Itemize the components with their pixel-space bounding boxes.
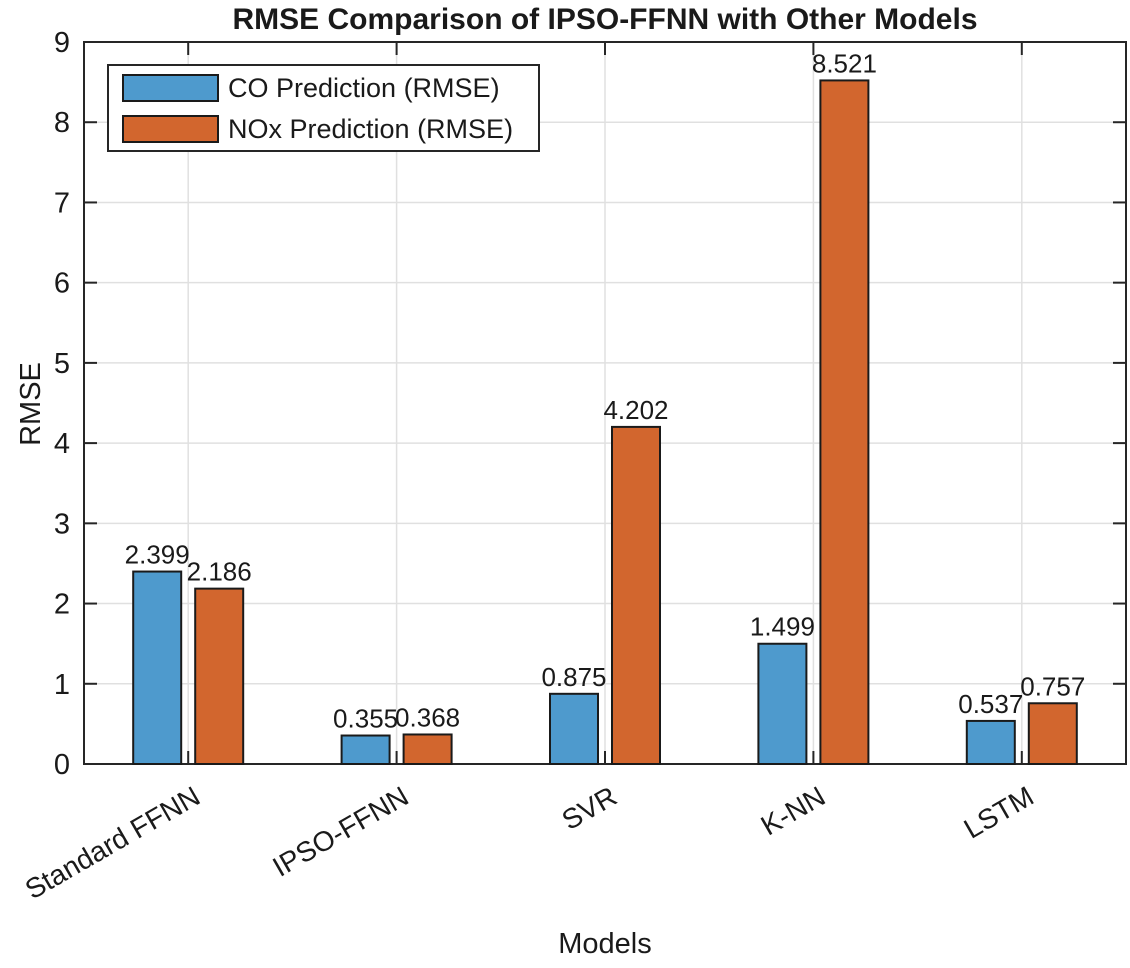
y-tick-label: 6 bbox=[54, 268, 70, 300]
x-tick-label: K-NN bbox=[756, 780, 831, 841]
y-tick-label: 4 bbox=[54, 428, 70, 460]
bar-co-ipso-ffnn bbox=[340, 734, 391, 766]
bar-co-lstm bbox=[965, 719, 1016, 765]
x-tick-label: Standard FFNN bbox=[20, 780, 205, 905]
bar-nox-k-nn bbox=[819, 79, 870, 765]
bar-value-label: 0.757 bbox=[1020, 671, 1085, 701]
legend-item-co: CO Prediction (RMSE) bbox=[122, 74, 538, 102]
axes-frame bbox=[83, 41, 1127, 765]
x-tick-label: LSTM bbox=[959, 780, 1039, 844]
y-tick-label: 8 bbox=[54, 107, 70, 139]
bar-value-label: 0.537 bbox=[958, 689, 1023, 719]
y-tick-label: 9 bbox=[54, 27, 70, 59]
legend-swatch-co bbox=[122, 74, 219, 102]
bar-co-k-nn bbox=[757, 642, 808, 765]
legend-swatch-nox bbox=[122, 115, 219, 143]
legend-item-nox: NOx Prediction (RMSE) bbox=[122, 115, 538, 143]
x-tick-label: SVR bbox=[557, 780, 622, 836]
legend-label-co: CO Prediction (RMSE) bbox=[228, 73, 500, 103]
y-tick-label: 0 bbox=[54, 749, 70, 781]
bar-value-label: 8.521 bbox=[812, 48, 877, 78]
bar-nox-svr bbox=[611, 425, 661, 765]
y-tick-label: 2 bbox=[54, 589, 70, 621]
x-axis-label: Models bbox=[558, 928, 652, 960]
y-tick-label: 1 bbox=[54, 669, 70, 701]
bar-nox-ipso-ffnn bbox=[402, 733, 453, 765]
bar-nox-standard-ffnn bbox=[194, 587, 245, 765]
bar-value-label: 0.368 bbox=[395, 702, 460, 732]
bar-value-label: 0.875 bbox=[541, 662, 606, 692]
bar-value-label: 2.186 bbox=[187, 557, 252, 587]
bar-co-standard-ffnn bbox=[132, 570, 183, 765]
x-tick-label: IPSO-FFNN bbox=[267, 780, 413, 882]
legend: CO Prediction (RMSE) NOx Prediction (RMS… bbox=[107, 64, 540, 152]
y-tick-label: 3 bbox=[54, 508, 70, 540]
bar-value-label: 2.399 bbox=[125, 540, 190, 570]
bar-value-label: 4.202 bbox=[603, 395, 668, 425]
bar-co-svr bbox=[549, 692, 599, 765]
bar-nox-lstm bbox=[1027, 702, 1078, 766]
y-tick-label: 7 bbox=[54, 187, 70, 219]
bar-value-label: 0.355 bbox=[333, 704, 398, 734]
bar-value-label: 1.499 bbox=[750, 612, 815, 642]
y-tick-label: 5 bbox=[54, 348, 70, 380]
chart-title: RMSE Comparison of IPSO-FFNN with Other … bbox=[232, 3, 978, 36]
legend-label-nox: NOx Prediction (RMSE) bbox=[228, 114, 514, 144]
